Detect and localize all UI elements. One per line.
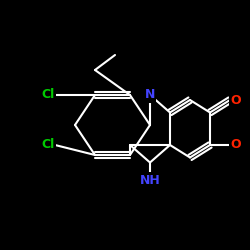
Text: N: N [145, 88, 155, 102]
Text: Cl: Cl [42, 138, 55, 151]
Text: O: O [230, 138, 240, 151]
Text: Cl: Cl [42, 88, 55, 102]
Text: NH: NH [140, 174, 160, 186]
Text: O: O [230, 94, 240, 106]
